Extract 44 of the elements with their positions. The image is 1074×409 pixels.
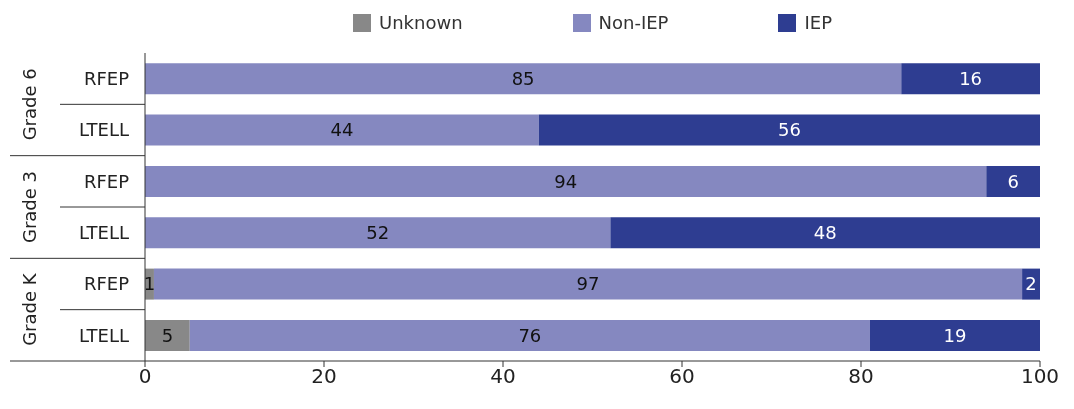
bar	[189, 319, 870, 351]
legend-label: Unknown	[378, 12, 463, 33]
x-tick-label: 20	[311, 364, 337, 389]
bar	[145, 63, 902, 95]
text: Grade K	[19, 272, 41, 346]
x-tick-label: 60	[669, 364, 695, 389]
data-label: 56	[777, 119, 801, 141]
bar	[986, 165, 1040, 197]
bar	[145, 114, 539, 146]
bar	[145, 319, 190, 351]
legend-label: IEP	[804, 12, 833, 33]
legend-label: Non-IEP	[598, 12, 669, 33]
y-tick-label: LTELL	[79, 324, 129, 346]
bar	[145, 165, 987, 197]
bar	[153, 268, 1023, 300]
data-label: 48	[813, 221, 837, 243]
x-tick-label: 40	[490, 364, 516, 389]
data-label: 1	[143, 273, 156, 295]
y-tick-label: LTELL	[79, 221, 129, 243]
data-label: 16	[959, 67, 983, 89]
y-tick-label: RFEP	[83, 67, 130, 89]
data-label: 52	[366, 221, 390, 243]
y-tick-label: RFEP	[83, 170, 130, 192]
data-label: 97	[576, 273, 600, 295]
data-label: 19	[943, 324, 967, 346]
data-label: 5	[161, 324, 174, 346]
data-label: 76	[518, 324, 542, 346]
y-tick-label: RFEP	[83, 273, 130, 295]
data-label: 94	[554, 170, 578, 192]
bar	[610, 217, 1040, 249]
bar	[145, 217, 611, 249]
data-label: 44	[330, 119, 354, 141]
x-tick-label: 80	[848, 364, 874, 389]
text: Grade 6	[19, 68, 41, 141]
text: Grade 3	[19, 170, 41, 244]
x-tick-label: 100	[1020, 364, 1060, 389]
bar	[901, 63, 1040, 95]
data-label: 2	[1025, 273, 1037, 295]
x-tick-label: 0	[138, 364, 152, 389]
bar	[538, 114, 1040, 146]
y-tick-label: LTELL	[79, 119, 129, 141]
bar	[869, 319, 1040, 351]
data-label: 6	[1007, 170, 1019, 192]
data-label: 85	[511, 67, 535, 89]
